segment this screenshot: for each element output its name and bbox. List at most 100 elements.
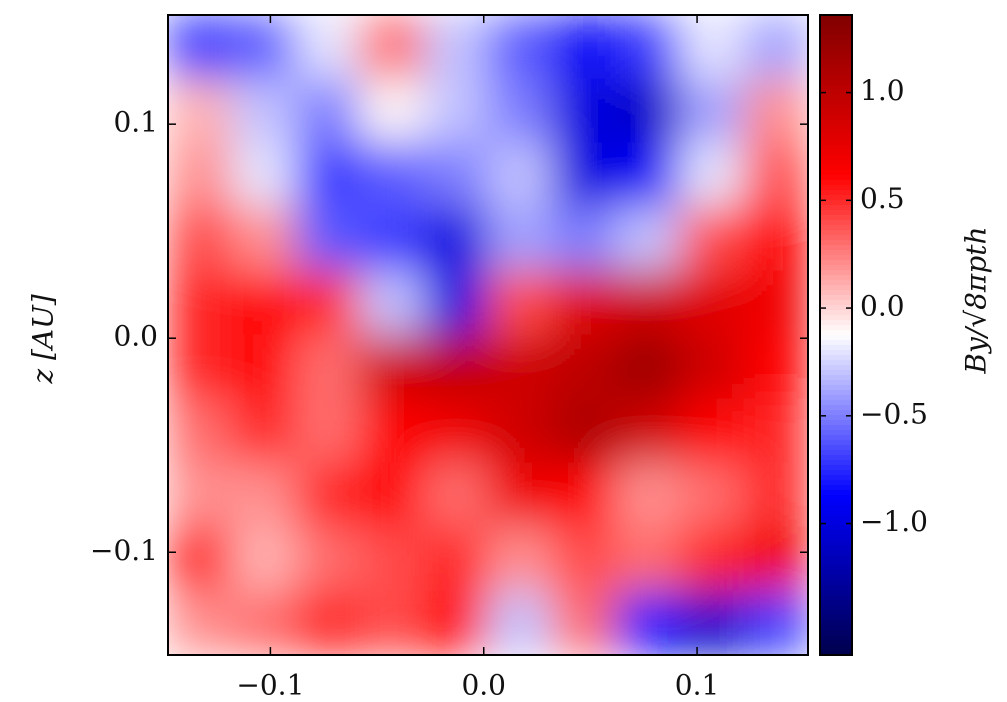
- heat-cell: [679, 398, 745, 464]
- colorbar-step: [820, 620, 852, 626]
- colorbar-tick-label: 0.0: [860, 290, 905, 323]
- heat-cell: [487, 590, 553, 655]
- colorbar-step: [820, 205, 852, 211]
- plot-frame: [167, 14, 809, 656]
- colorbar-step: [820, 175, 852, 181]
- colorbar-step: [820, 305, 852, 311]
- colorbar-step: [820, 320, 852, 326]
- colorbar-step: [820, 40, 852, 46]
- heat-cell: [168, 78, 233, 144]
- y-tick-label: 0.1: [113, 106, 158, 139]
- colorbar-step: [820, 390, 852, 396]
- heat-cell: [679, 462, 745, 528]
- colorbar-step: [820, 155, 852, 161]
- heat-cell: [295, 206, 361, 272]
- colorbar-step: [820, 610, 852, 616]
- colorbar-step: [820, 400, 852, 406]
- colorbar-step: [820, 110, 852, 116]
- colorbar-step: [820, 405, 852, 411]
- colorbar-step: [820, 335, 852, 341]
- heat-cell: [679, 15, 745, 80]
- heat-cell: [168, 398, 233, 464]
- heat-cell: [615, 334, 681, 400]
- heat-cell: [487, 526, 553, 592]
- colorbar-step: [820, 225, 852, 231]
- heat-cell: [168, 462, 233, 528]
- heat-cell: [168, 526, 233, 592]
- heat-cell: [359, 462, 425, 528]
- colorbar-step: [820, 65, 852, 71]
- colorbar-step: [820, 120, 852, 126]
- colorbar-step: [820, 215, 852, 221]
- colorbar-step: [820, 345, 852, 351]
- heat-cell: [359, 142, 425, 208]
- colorbar-step: [820, 180, 852, 186]
- colorbar-step: [820, 485, 852, 491]
- heat-cell: [423, 334, 489, 400]
- colorbar-step: [820, 235, 852, 241]
- colorbar-step: [820, 160, 852, 166]
- heat-cell: [487, 206, 553, 272]
- colorbar-step: [820, 80, 852, 86]
- colorbar-step: [820, 630, 852, 636]
- colorbar-step: [820, 375, 852, 381]
- colorbar-step: [820, 270, 852, 276]
- heat-cell: [359, 398, 425, 464]
- heat-cell: [743, 15, 808, 80]
- colorbar-step: [820, 125, 852, 131]
- heat-cell: [551, 142, 617, 208]
- colorbar-step: [820, 300, 852, 306]
- x-tick-label: −0.1: [236, 669, 304, 702]
- heat-cell: [231, 78, 297, 144]
- heat-cell: [359, 206, 425, 272]
- colorbar-step: [820, 555, 852, 561]
- heat-cell: [551, 78, 617, 144]
- colorbar-step: [820, 310, 852, 316]
- colorbar-step: [820, 455, 852, 461]
- heat-cell: [359, 15, 425, 80]
- colorbar-tick-label: −0.5: [860, 397, 928, 430]
- colorbar-step: [820, 340, 852, 346]
- colorbar-step: [820, 60, 852, 66]
- colorbar-step: [820, 430, 852, 436]
- colorbar-step: [820, 625, 852, 631]
- colorbar-tick-label: −1.0: [860, 505, 928, 538]
- colorbar-step: [820, 645, 852, 651]
- heat-cell: [743, 334, 808, 400]
- heat-cell: [743, 462, 808, 528]
- heat-cell: [168, 334, 233, 400]
- heat-cell: [487, 78, 553, 144]
- colorbar-step: [820, 140, 852, 146]
- heat-cell: [295, 398, 361, 464]
- heat-cell: [168, 206, 233, 272]
- colorbar-step: [820, 560, 852, 566]
- colorbar-step: [820, 130, 852, 136]
- colorbar-step: [820, 545, 852, 551]
- colorbar-step: [820, 20, 852, 26]
- colorbar-step: [820, 535, 852, 541]
- heat-cell: [487, 398, 553, 464]
- colorbar-step: [820, 35, 852, 41]
- heat-cell: [295, 270, 361, 336]
- colorbar-step: [820, 465, 852, 471]
- colorbar-step: [820, 605, 852, 611]
- heat-cell: [551, 462, 617, 528]
- colorbar-step: [820, 565, 852, 571]
- colorbar-step: [820, 255, 852, 261]
- heat-cell: [423, 15, 489, 80]
- heat-cell: [615, 206, 681, 272]
- colorbar-step: [820, 105, 852, 111]
- x-tick-label: 0.0: [461, 669, 506, 702]
- colorbar-step: [820, 595, 852, 601]
- colorbar-step: [820, 540, 852, 546]
- heat-cell: [423, 526, 489, 592]
- heat-cell: [231, 462, 297, 528]
- colorbar-step: [820, 25, 852, 31]
- colorbar-step: [820, 590, 852, 596]
- colorbar-step: [820, 350, 852, 356]
- heat-cell: [679, 590, 745, 655]
- heat-cell: [615, 590, 681, 655]
- colorbar-step: [820, 95, 852, 101]
- heat-cell: [231, 590, 297, 655]
- colorbar-step: [820, 410, 852, 416]
